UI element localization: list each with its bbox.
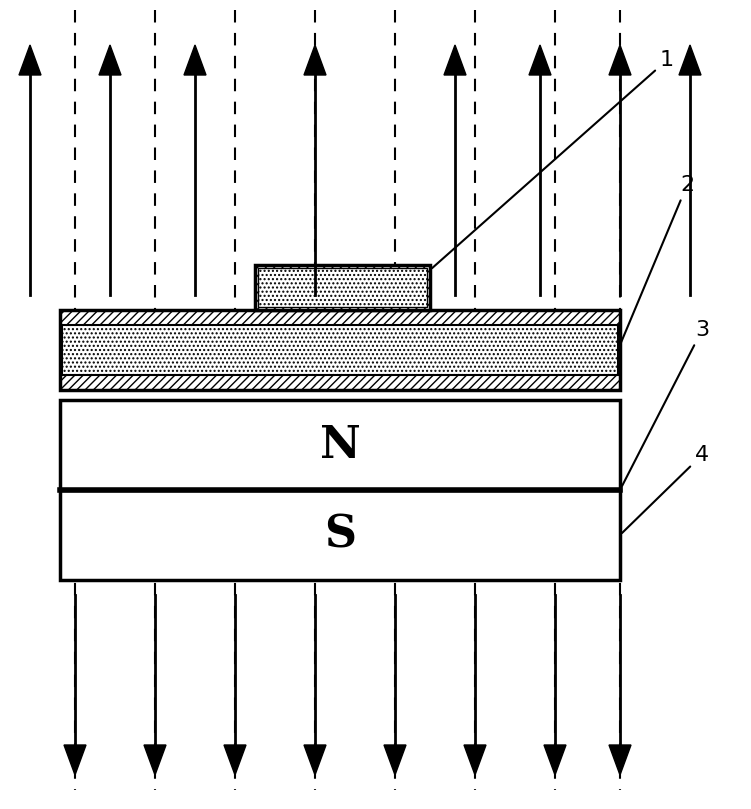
- FancyArrow shape: [609, 745, 631, 775]
- Text: 1: 1: [432, 50, 674, 268]
- Text: 4: 4: [622, 445, 709, 533]
- Text: S: S: [324, 514, 356, 557]
- Text: 2: 2: [621, 175, 694, 342]
- FancyArrow shape: [384, 745, 406, 775]
- FancyArrow shape: [464, 745, 486, 775]
- FancyArrow shape: [144, 745, 166, 775]
- FancyArrow shape: [184, 45, 206, 75]
- FancyArrow shape: [529, 45, 551, 75]
- Text: 3: 3: [621, 320, 709, 488]
- Bar: [60, 490, 620, 580]
- Text: N: N: [320, 423, 360, 467]
- FancyArrow shape: [19, 45, 41, 75]
- FancyArrow shape: [679, 45, 701, 75]
- FancyArrow shape: [609, 45, 631, 75]
- Bar: [258, 268, 427, 307]
- FancyArrow shape: [224, 745, 246, 775]
- FancyArrow shape: [99, 45, 121, 75]
- FancyArrow shape: [304, 745, 326, 775]
- Bar: [60, 310, 620, 390]
- Bar: [255, 265, 430, 310]
- Bar: [62, 325, 618, 375]
- FancyArrow shape: [64, 745, 86, 775]
- FancyArrow shape: [444, 45, 466, 75]
- FancyArrow shape: [304, 45, 326, 75]
- Bar: [60, 400, 620, 490]
- FancyArrow shape: [544, 745, 566, 775]
